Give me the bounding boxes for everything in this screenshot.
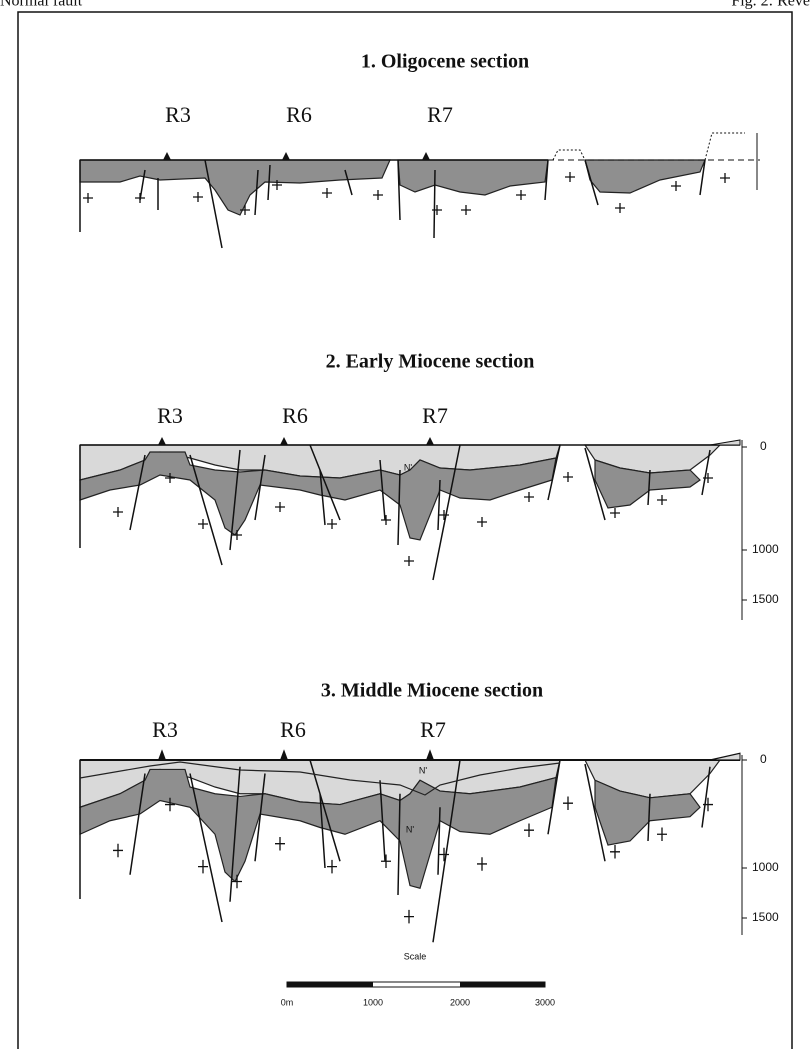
- well-label: R3: [157, 403, 183, 428]
- scale-label: 0m: [281, 997, 294, 1007]
- section-1-drawing: [80, 133, 760, 248]
- strata-label: N': [406, 824, 414, 834]
- well-label: R3: [152, 717, 178, 742]
- depth-label: 0: [760, 752, 767, 766]
- header-left: Normal fault: [0, 0, 83, 10]
- figure: Normal fault Fig. 2: Reve 1. Oligocene s…: [0, 0, 810, 1049]
- section-title: 1. Oligocene section: [361, 51, 529, 73]
- header-right: Fig. 2: Reve: [731, 0, 810, 10]
- scale-label: 1000: [363, 997, 383, 1007]
- depth-axis: [742, 755, 747, 935]
- well-label: R3: [165, 102, 191, 127]
- scale-title: Scale: [404, 951, 427, 961]
- scale-bar: [287, 982, 545, 987]
- well-label: R7: [420, 717, 446, 742]
- strata-label: N': [404, 462, 412, 472]
- well-label: R7: [422, 403, 448, 428]
- depth-axis: [742, 440, 747, 620]
- section-3-drawing: [80, 749, 740, 942]
- section-2-drawing: [80, 437, 740, 580]
- depth-label: 1500: [752, 592, 779, 606]
- depth-label: 1000: [752, 860, 779, 874]
- well-label: R6: [282, 403, 308, 428]
- section-title: 2. Early Miocene section: [326, 351, 535, 373]
- well-label: R6: [280, 717, 306, 742]
- well-label: R7: [427, 102, 453, 127]
- depth-label: 1500: [752, 910, 779, 924]
- well-label: R6: [286, 102, 312, 127]
- strata-label: N': [419, 765, 427, 775]
- scale-label: 3000: [535, 997, 555, 1007]
- depth-label: 0: [760, 439, 767, 453]
- section-title: 3. Middle Miocene section: [321, 680, 543, 702]
- depth-label: 1000: [752, 542, 779, 556]
- scale-label: 2000: [450, 997, 470, 1007]
